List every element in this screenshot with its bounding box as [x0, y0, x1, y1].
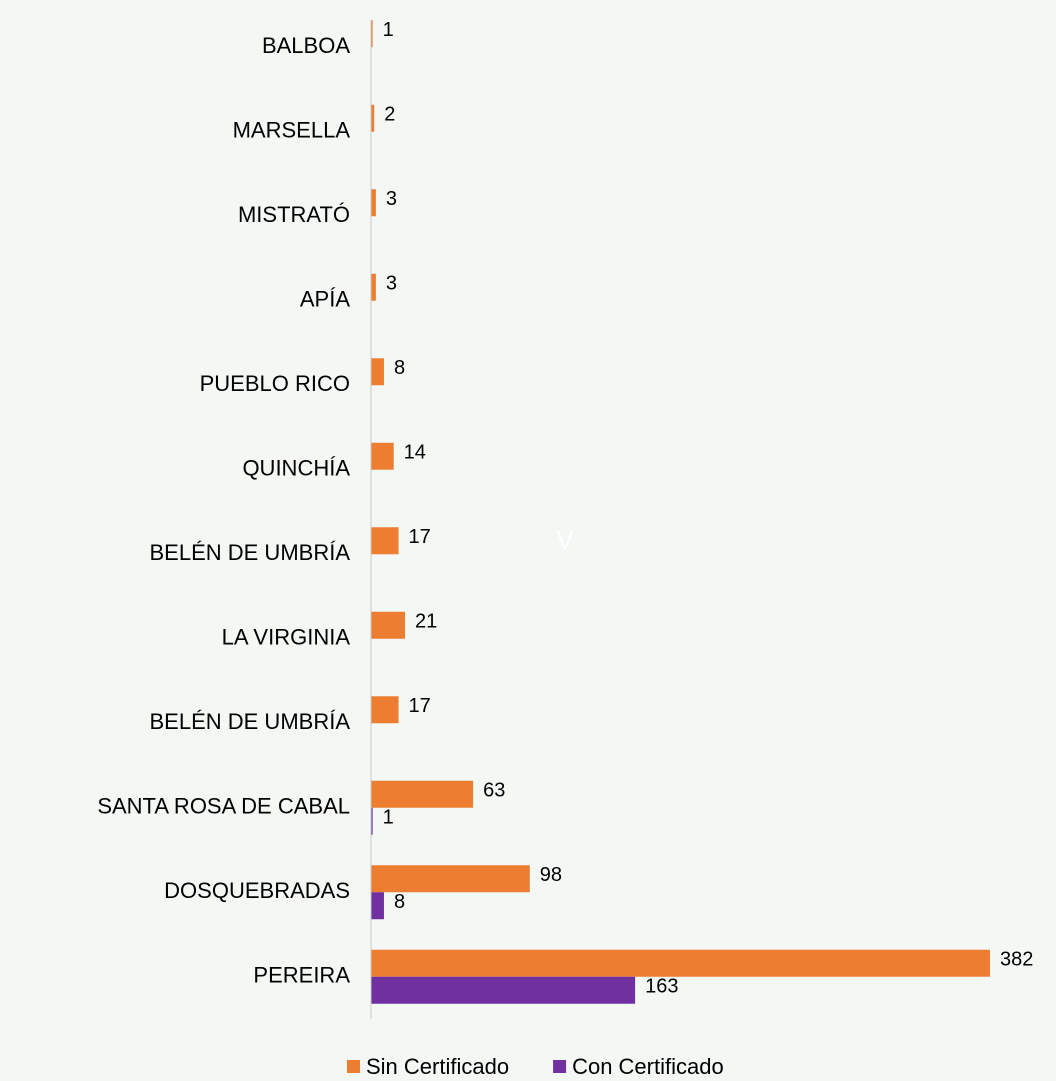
category-label: LA VIRGINIA: [222, 625, 351, 650]
value-label: 8: [394, 357, 405, 379]
category-label: BELÉN DE UMBRÍA: [150, 709, 351, 734]
value-label: 17: [409, 526, 431, 548]
value-label: 1: [383, 807, 394, 829]
value-label: 21: [415, 611, 437, 633]
legend-label: Sin Certificado: [366, 1054, 509, 1079]
category-label: APÍA: [300, 287, 350, 312]
value-label: 8: [394, 891, 405, 913]
bar: [371, 807, 373, 835]
value-label: 163: [645, 976, 678, 998]
bar: [371, 104, 375, 132]
value-label: 1: [383, 19, 394, 41]
bar: [371, 892, 384, 920]
bar: [371, 527, 399, 555]
category-label: MARSELLA: [233, 118, 351, 143]
bar: [371, 442, 394, 470]
category-label: MISTRATÓ: [238, 202, 350, 227]
category-label: PEREIRA: [253, 963, 350, 988]
value-label: 63: [483, 780, 505, 802]
value-label: 98: [540, 864, 562, 886]
value-label: 3: [386, 188, 397, 210]
category-label: BALBOA: [262, 33, 350, 58]
bar: [371, 20, 373, 48]
value-label: 382: [1000, 949, 1033, 971]
category-label: DOSQUEBRADAS: [164, 878, 350, 903]
bar: [371, 780, 474, 808]
category-label: BELÉN DE UMBRÍA: [150, 540, 351, 565]
legend-label: Con Certificado: [572, 1054, 724, 1079]
bar: [371, 358, 384, 386]
bar: [371, 273, 376, 301]
category-label: PUEBLO RICO: [200, 371, 350, 396]
legend-swatch: [553, 1060, 567, 1073]
bar: [371, 865, 530, 893]
value-label: 17: [409, 695, 431, 717]
value-label: 2: [384, 104, 395, 126]
value-label: 3: [386, 273, 397, 295]
annotation: V: [556, 525, 574, 555]
category-label: QUINCHÍA: [242, 456, 350, 481]
bar: [371, 696, 399, 724]
bar: [371, 976, 636, 1004]
bar: [371, 189, 376, 217]
value-label: 14: [404, 442, 426, 464]
bar: [371, 949, 990, 977]
legend-swatch: [347, 1060, 360, 1073]
category-label: SANTA ROSA DE CABAL: [97, 794, 350, 819]
bar: [371, 611, 406, 639]
